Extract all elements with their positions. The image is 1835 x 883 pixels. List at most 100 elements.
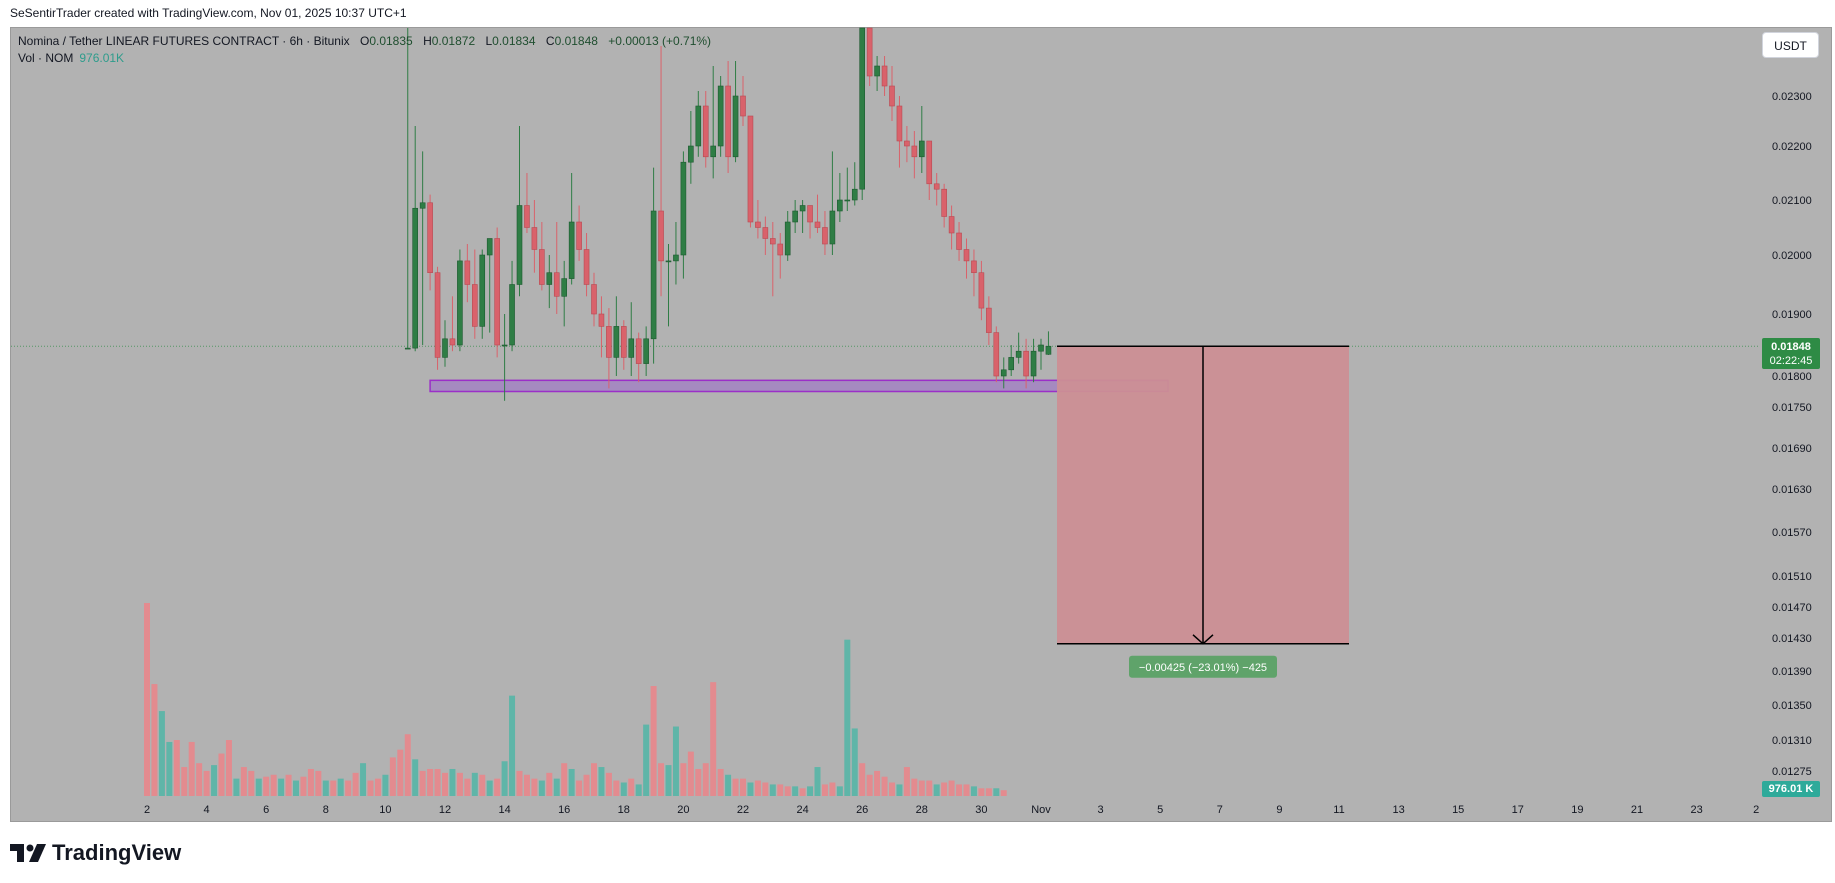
- price-tick-label: 0.01630: [1772, 484, 1812, 496]
- volume-bar: [613, 780, 620, 796]
- time-tick-label: 30: [975, 804, 987, 816]
- symbol-legend[interactable]: Nomina / Tether LINEAR FUTURES CONTRACT …: [18, 34, 711, 48]
- price-tick-label: 0.01470: [1772, 602, 1812, 614]
- time-tick-label: 9: [1276, 804, 1282, 816]
- volume-bar: [777, 784, 784, 796]
- tradingview-logo[interactable]: TradingView: [10, 840, 181, 866]
- volume-bar: [278, 778, 285, 796]
- volume-bar: [144, 603, 150, 796]
- candle-body: [501, 344, 508, 347]
- volume-bar: [434, 768, 441, 796]
- candle-body: [702, 105, 709, 158]
- candle-body: [665, 260, 672, 263]
- candle-body: [971, 260, 977, 273]
- volume-bar: [509, 695, 516, 796]
- candle-body: [449, 338, 456, 346]
- candle-body: [762, 227, 769, 239]
- volume-bar: [531, 778, 538, 796]
- candle-body: [896, 105, 903, 142]
- time-tick-label: 26: [856, 804, 868, 816]
- high-value: 0.01872: [431, 34, 476, 48]
- volume-bar: [859, 763, 866, 796]
- volume-bar: [628, 778, 635, 796]
- volume-bar: [844, 639, 851, 796]
- price-tick-label: 0.01570: [1772, 527, 1812, 539]
- volume-bar: [196, 763, 203, 796]
- open-label: O: [359, 34, 370, 48]
- candle-body: [583, 249, 590, 285]
- price-tick-label: 0.01310: [1772, 735, 1812, 747]
- volume-bar: [717, 768, 724, 796]
- volume-bar: [203, 770, 210, 796]
- volume-bar: [829, 782, 836, 796]
- candle-body: [531, 227, 538, 250]
- volume-bar: [486, 780, 493, 796]
- currency-button[interactable]: USDT: [1762, 32, 1819, 58]
- volume-legend[interactable]: Vol · NOM 976.01K: [18, 51, 124, 65]
- candle-body: [784, 221, 791, 256]
- candle-body: [673, 254, 679, 262]
- candle-body: [628, 338, 635, 358]
- price-tick-label: 0.02300: [1772, 91, 1812, 103]
- last-price-tag: 0.01848 02:22:45: [1762, 338, 1820, 369]
- volume-bar: [412, 759, 419, 796]
- candle-body: [546, 272, 553, 285]
- volume-bar: [807, 786, 814, 796]
- brand-name: TradingView: [52, 840, 182, 865]
- volume-bar: [866, 774, 873, 796]
- volume-bar: [978, 788, 985, 796]
- volume-bar: [553, 778, 560, 796]
- time-tick-label: 11: [1333, 804, 1344, 816]
- candle-body: [777, 243, 784, 256]
- volume-bar: [523, 774, 530, 796]
- volume-bar: [337, 778, 344, 796]
- volume-bar: [933, 784, 940, 796]
- candle-body: [1000, 369, 1007, 377]
- volume-bar: [702, 763, 709, 796]
- candle-body: [717, 85, 724, 147]
- volume-layer: [144, 603, 1007, 796]
- candle-body: [494, 238, 500, 346]
- candle-body: [710, 145, 717, 158]
- time-tick-label: 3: [1098, 804, 1104, 816]
- time-tick-label: 4: [204, 804, 210, 816]
- candle-body: [620, 326, 627, 358]
- volume-bar: [918, 780, 925, 796]
- volume-bar: [911, 778, 918, 796]
- last-price-value: 0.01848: [1771, 341, 1811, 353]
- measure-label: −0.00425 (−23.01%) −425: [1139, 662, 1267, 674]
- candle-body: [524, 205, 530, 228]
- volume-bar: [583, 774, 590, 796]
- time-tick-label: 24: [796, 804, 808, 816]
- volume-bar: [255, 778, 262, 796]
- volume-bar: [188, 741, 195, 796]
- candle-body: [747, 115, 754, 223]
- candle-body: [889, 85, 895, 107]
- volume-bar: [367, 780, 374, 796]
- volume-bar: [181, 767, 188, 796]
- candle-body: [956, 232, 962, 250]
- volume-bar: [382, 774, 389, 796]
- candle-body: [442, 338, 448, 358]
- time-tick-label: Nov: [1031, 804, 1051, 816]
- candle-body: [732, 95, 739, 158]
- volume-bar: [218, 753, 225, 796]
- volume-bar: [285, 774, 292, 796]
- candle-body: [851, 188, 858, 201]
- volume-bar: [576, 780, 583, 796]
- volume-bar: [538, 780, 545, 796]
- volume-bar: [732, 778, 739, 796]
- candle-body: [598, 313, 605, 327]
- time-tick-label: 21: [1631, 804, 1643, 816]
- candle-body: [427, 202, 433, 273]
- volume-bar: [322, 780, 329, 796]
- candle-body: [613, 326, 620, 358]
- candle-body: [725, 85, 731, 158]
- volume-bar: [956, 784, 963, 796]
- candle-body: [926, 140, 933, 185]
- chart-frame[interactable]: [10, 27, 1832, 822]
- volume-bar: [158, 711, 165, 796]
- price-tick-label: 0.01510: [1772, 571, 1812, 583]
- volume-bar: [568, 768, 575, 796]
